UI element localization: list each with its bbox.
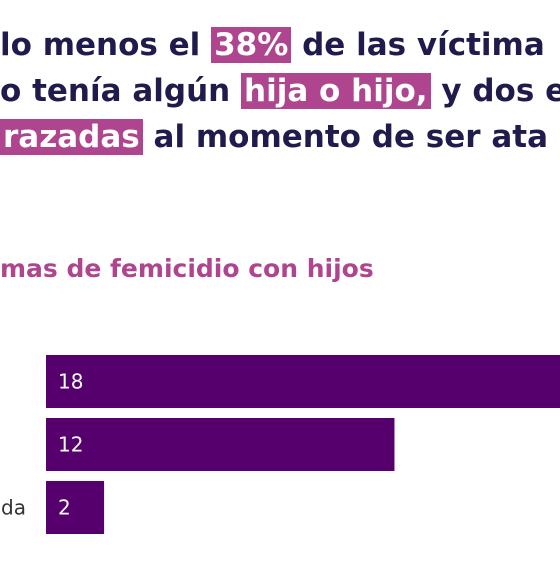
- headline-line-3: razadas al momento de ser ata: [0, 114, 560, 160]
- category-label-2: da: [1, 496, 26, 520]
- headline-highlight-children: hija o hijo,: [241, 73, 431, 109]
- bar-1: [46, 418, 395, 471]
- headline-line-1-pre: lo menos el: [0, 27, 212, 63]
- headline-line-3-post: al momento de ser ata: [142, 119, 548, 155]
- bar-0: [46, 355, 560, 408]
- chart-subtitle: mas de femicidio con hijos: [0, 254, 374, 283]
- headline-line-1-post: de las víctima: [291, 27, 545, 63]
- headline: lo menos el 38% de las víctima o tenía a…: [0, 22, 560, 160]
- bar-value-label-1: 12: [58, 433, 83, 457]
- headline-highlight-pregnant: razadas: [0, 119, 143, 155]
- headline-highlight-percent: 38%: [211, 27, 292, 63]
- bar-chart: 18 12 2 da: [1, 355, 560, 534]
- headline-line-2: o tenía algún hija o hijo, y dos e: [0, 68, 560, 114]
- bar-value-label-2: 2: [58, 496, 71, 520]
- headline-line-1: lo menos el 38% de las víctima: [0, 22, 560, 68]
- bar-2: [46, 481, 105, 534]
- headline-line-2-post: y dos e: [430, 73, 560, 109]
- bar-value-label-0: 18: [58, 370, 83, 394]
- headline-line-2-pre: o tenía algún: [0, 73, 242, 109]
